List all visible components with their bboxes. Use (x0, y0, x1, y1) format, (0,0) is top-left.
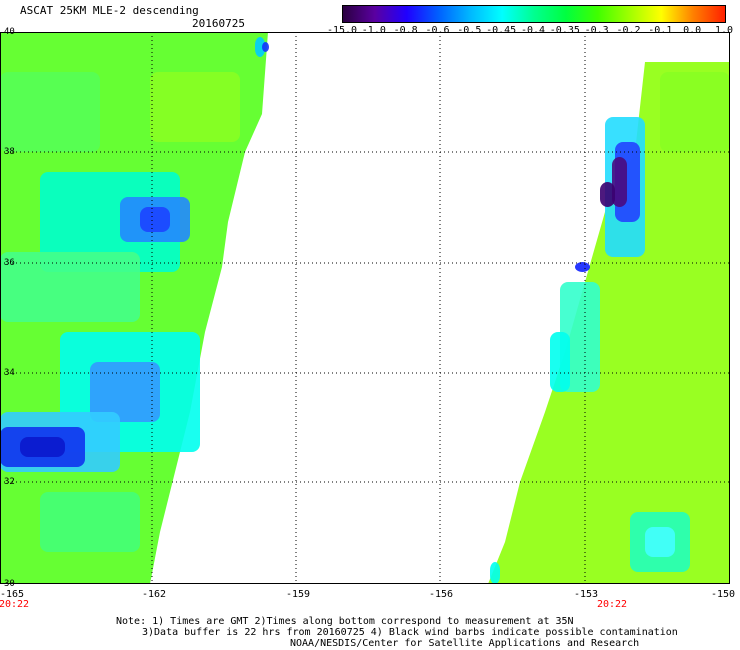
lon-tick-162: -162 (141, 589, 167, 600)
swath-right-cell (490, 562, 500, 584)
note-line-2: 3)Data buffer is 22 hrs from 20160725 4)… (142, 627, 678, 638)
swath-left-cell (150, 72, 240, 142)
swath-left-cell (90, 362, 160, 422)
lat-tick-32: 32 (4, 477, 15, 487)
color-scale-labels: -15.0 -1.0 -0.8 -0.6 -0.5 -0.45 -0.4 -0.35 -0.3-… (322, 25, 740, 39)
map-title: ASCAT 25KM MLE-2 descending (20, 4, 199, 17)
color-scale-label: 1.0 (714, 25, 734, 36)
lon-tick-159: -159 (285, 589, 311, 600)
swath-map (0, 32, 730, 584)
lat-tick-36: 36 (4, 258, 15, 268)
color-scale-label: -0.45 (486, 25, 517, 36)
time-right: 20:22 (596, 599, 628, 610)
swath-left-cell (20, 437, 65, 457)
map-frame (0, 32, 730, 584)
lat-tick-30: 30 (4, 579, 15, 589)
swath-left-cell (262, 42, 269, 52)
lon-tick-156: -156 (428, 589, 454, 600)
time-left: 20:22 (0, 599, 30, 610)
note-line-3: NOAA/NESDIS/Center for Satellite Applica… (290, 638, 640, 649)
color-scale-label: -0.3 (584, 25, 609, 36)
swath-right-cell (600, 182, 615, 207)
swath-left-cell (0, 72, 100, 152)
swath-right-cell (550, 332, 570, 392)
swath-left-cell (140, 207, 170, 232)
color-scale-gradient (343, 6, 725, 22)
swath-right (488, 62, 730, 584)
lon-tick-165: -165 (0, 589, 25, 600)
lat-tick-40: 40 (4, 27, 15, 37)
color-scale-label: 0.0 (683, 25, 702, 36)
lat-tick-34: 34 (4, 368, 15, 378)
color-scale-label: -0.6 (425, 25, 450, 36)
swath-right-cell (575, 262, 590, 272)
swath-left-cell (40, 492, 140, 552)
color-scale-bar (342, 5, 726, 23)
color-scale-label: -0.2 (616, 25, 641, 36)
swath-right-cell (612, 157, 627, 207)
swath-right-cell (645, 527, 675, 557)
swath-right-cell (660, 72, 730, 152)
swath-left-cell (255, 37, 265, 57)
color-scale-label: -0.4 (520, 25, 546, 36)
lon-tick-150: -150 (710, 589, 736, 600)
color-scale-label: -0.5 (457, 25, 482, 36)
color-scale-label: -0.1 (648, 25, 673, 36)
lon-tick-153: -153 (573, 589, 599, 600)
map-date: 20160725 (192, 17, 245, 30)
lat-tick-38: 38 (4, 147, 15, 157)
swath-left-cell (0, 252, 140, 322)
color-scale-label: -0.8 (393, 25, 418, 36)
color-scale-label: -15.0 (326, 25, 358, 36)
color-scale-label: -0.35 (549, 25, 580, 36)
note-line-1: Note: 1) Times are GMT 2)Times along bot… (116, 616, 574, 627)
color-scale-label: -1.0 (361, 25, 386, 36)
